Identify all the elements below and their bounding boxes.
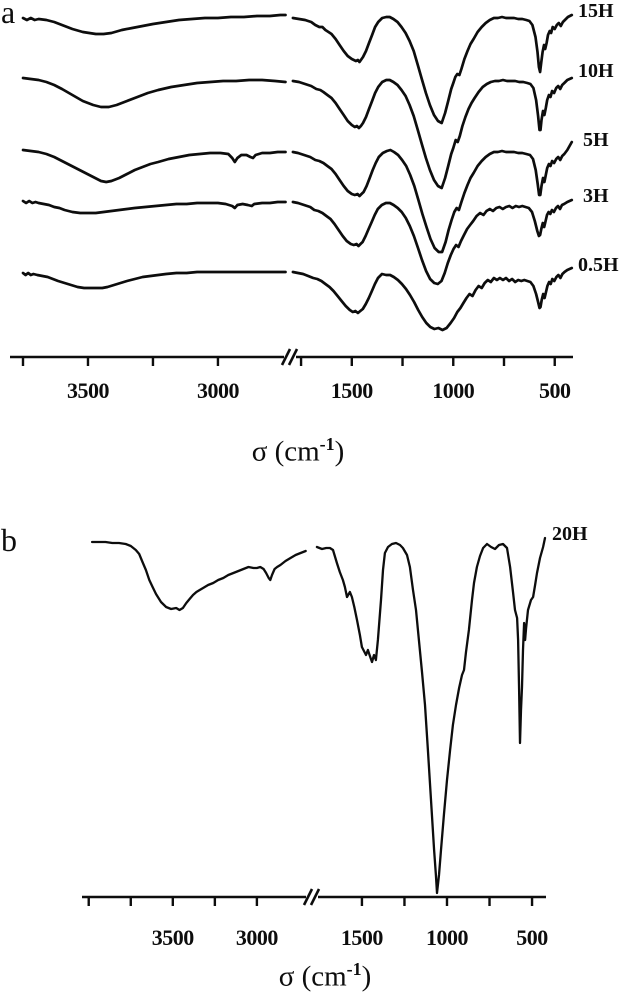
spectrum-curve-5H xyxy=(291,140,574,254)
xaxis-title-sup: -1 xyxy=(346,959,362,979)
xaxis-title-suffix: ) xyxy=(361,960,372,993)
panel-a-xaxis-title: σ (cm-1) xyxy=(213,434,383,469)
xaxis-title-sup: -1 xyxy=(319,434,335,454)
panel-b-letter: b xyxy=(1,522,17,558)
spectrum-curve-0.5H xyxy=(291,266,574,332)
axis-break-mark xyxy=(309,888,321,906)
spectrum-curve-20H xyxy=(315,536,547,895)
tick-label: 1000 xyxy=(426,925,469,950)
spectrum-curve-10H xyxy=(21,76,287,109)
tick-label: 3500 xyxy=(67,378,110,403)
series-label-20H: 20H xyxy=(552,523,588,545)
xaxis-title-text: σ (cm xyxy=(278,960,347,993)
series-label-10H: 10H xyxy=(578,60,614,82)
series-label-5H: 5H xyxy=(583,129,609,151)
spectrum-curve-3H xyxy=(21,199,287,215)
tick-label: 3000 xyxy=(236,925,279,950)
tick-label: 3000 xyxy=(197,378,240,403)
axis-break-mark xyxy=(287,348,299,366)
spectrum-curve-0.5H xyxy=(21,270,287,290)
spectrum-curve-3H xyxy=(291,198,574,286)
panel-a-letter: a xyxy=(1,0,16,30)
spectrum-curve-15H xyxy=(291,13,574,125)
spectrum-curve-20H xyxy=(90,540,307,612)
tick-label: 500 xyxy=(516,925,548,950)
series-label-15H: 15H xyxy=(578,0,614,22)
tick-label: 3500 xyxy=(152,925,195,950)
tick-label: 1500 xyxy=(331,378,374,403)
axis-break-mark xyxy=(302,888,314,906)
spectrum-curve-5H xyxy=(21,148,287,184)
xaxis-title-text: σ (cm xyxy=(251,435,320,468)
tick-label: 1000 xyxy=(432,378,475,403)
axis-break-mark xyxy=(280,348,292,366)
series-label-0.5H: 0.5H xyxy=(578,254,619,276)
panel-b-xaxis-title: σ (cm-1) xyxy=(240,959,410,994)
spectrum-curve-10H xyxy=(291,76,574,190)
spectrum-curve-15H xyxy=(21,13,287,36)
tick-label: 500 xyxy=(539,378,571,403)
tick-label: 1500 xyxy=(341,925,384,950)
xaxis-title-suffix: ) xyxy=(334,435,345,468)
series-label-3H: 3H xyxy=(583,185,609,207)
